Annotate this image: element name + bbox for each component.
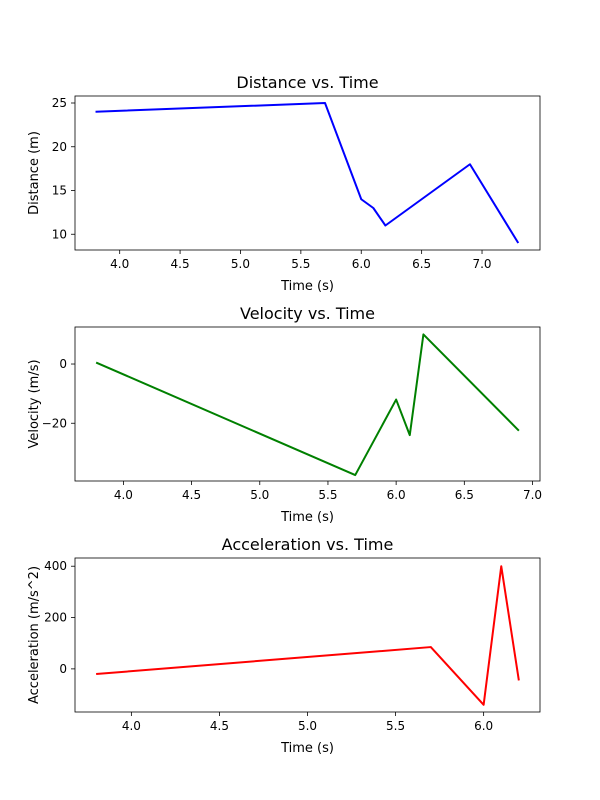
y-axis-label: Distance (m) [27,131,42,215]
y-tick-label: 0 [59,357,67,371]
x-tick-label: 7.0 [472,257,491,271]
x-tick-label: 6.5 [412,257,431,271]
x-tick-label: 5.0 [231,257,250,271]
chart-title: Velocity vs. Time [240,304,375,323]
y-tick-label: −20 [42,416,67,430]
x-tick-label: 6.0 [352,257,371,271]
x-axis-label: Time (s) [280,279,334,294]
x-tick-label: 4.0 [122,719,141,733]
x-tick-label: 4.0 [110,257,129,271]
series-line [96,565,520,706]
y-tick-label: 15 [52,184,67,198]
y-axis-label: Velocity (m/s) [27,359,42,448]
x-tick-label: 6.0 [474,719,493,733]
y-tick-label: 0 [59,662,67,676]
x-tick-label: 4.5 [171,257,190,271]
x-tick-label: 5.5 [291,257,310,271]
x-tick-label: 7.0 [523,488,542,502]
y-axis-label: Acceleration (m/s^2) [27,566,42,704]
x-tick-label: 6.0 [387,488,406,502]
x-tick-label: 4.5 [182,488,201,502]
y-tick-label: 200 [44,611,67,625]
chart-1: Distance vs. Time 4.0 4.5 5.0 5.5 6.0 6.5 7.0 10… [27,73,541,294]
x-tick-label: 5.5 [318,488,337,502]
x-tick-label: 4.0 [114,488,133,502]
y-tick-label: 25 [52,96,67,110]
y-tick-label: 20 [52,140,67,154]
chart-title: Acceleration vs. Time [222,535,394,554]
x-tick-label: 4.5 [210,719,229,733]
x-tick-label: 6.5 [455,488,474,502]
axes-frame [74,95,541,251]
x-axis-label: Time (s) [280,510,334,525]
y-tick-label: 10 [52,227,67,241]
chart-3: Acceleration vs. Time 4.0 4.5 5.0 5.5 6.0 0 200… [27,535,541,756]
chart-title: Distance vs. Time [236,73,378,92]
x-tick-label: 5.0 [298,719,317,733]
series-line [95,333,520,477]
x-tick-label: 5.0 [250,488,269,502]
x-axis-label: Time (s) [280,741,334,756]
y-tick-label: 400 [44,559,67,573]
x-tick-label: 5.5 [386,719,405,733]
axes-frame [74,326,541,482]
chart-2: Velocity vs. Time 4.0 4.5 5.0 5.5 6.0 6.5 7.0 −2… [27,304,542,525]
series-line [95,102,520,244]
